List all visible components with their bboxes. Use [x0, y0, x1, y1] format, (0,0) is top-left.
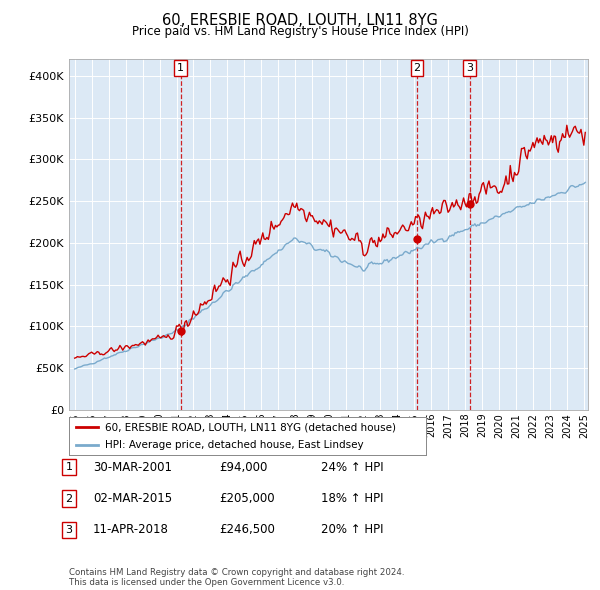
Text: 2: 2: [65, 494, 73, 503]
Text: £205,000: £205,000: [219, 492, 275, 505]
Text: 3: 3: [65, 525, 73, 535]
Text: 2: 2: [413, 63, 421, 73]
Text: 1: 1: [177, 63, 184, 73]
Text: £94,000: £94,000: [219, 461, 268, 474]
Text: 02-MAR-2015: 02-MAR-2015: [93, 492, 172, 505]
Text: 30-MAR-2001: 30-MAR-2001: [93, 461, 172, 474]
Text: 18% ↑ HPI: 18% ↑ HPI: [321, 492, 383, 505]
Text: 60, ERESBIE ROAD, LOUTH, LN11 8YG (detached house): 60, ERESBIE ROAD, LOUTH, LN11 8YG (detac…: [105, 422, 396, 432]
Text: 3: 3: [466, 63, 473, 73]
Text: Contains HM Land Registry data © Crown copyright and database right 2024.
This d: Contains HM Land Registry data © Crown c…: [69, 568, 404, 587]
Text: 1: 1: [65, 463, 73, 472]
Text: HPI: Average price, detached house, East Lindsey: HPI: Average price, detached house, East…: [105, 440, 364, 450]
Text: 24% ↑ HPI: 24% ↑ HPI: [321, 461, 383, 474]
Text: Price paid vs. HM Land Registry's House Price Index (HPI): Price paid vs. HM Land Registry's House …: [131, 25, 469, 38]
Text: 20% ↑ HPI: 20% ↑ HPI: [321, 523, 383, 536]
Text: 11-APR-2018: 11-APR-2018: [93, 523, 169, 536]
Text: 60, ERESBIE ROAD, LOUTH, LN11 8YG: 60, ERESBIE ROAD, LOUTH, LN11 8YG: [162, 13, 438, 28]
Text: £246,500: £246,500: [219, 523, 275, 536]
